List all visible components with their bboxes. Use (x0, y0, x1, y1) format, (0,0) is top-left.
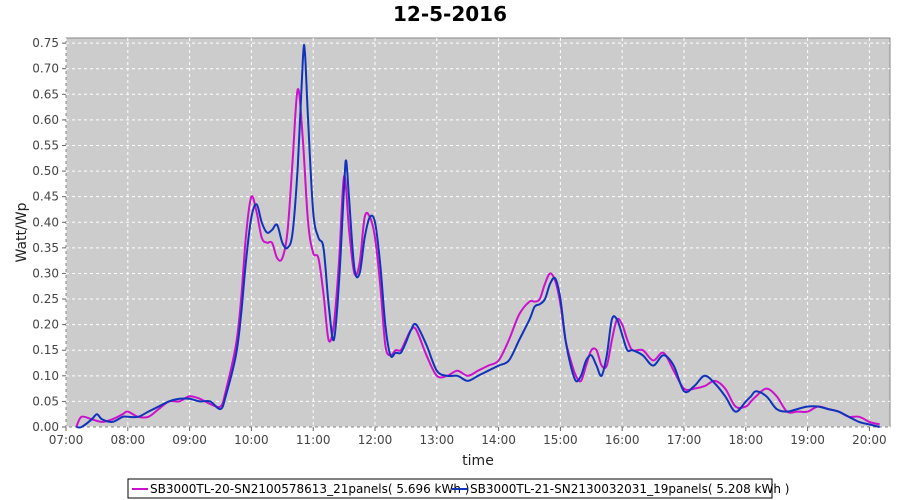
y-tick-label: 0.55 (32, 138, 59, 152)
legend: SB3000TL-20-SN2100578613_21panels( 5.696… (127, 478, 789, 499)
chart-title: 12-5-2016 (393, 2, 507, 26)
x-tick-label: 11:00 (296, 433, 331, 447)
x-tick-label: 12:00 (358, 433, 393, 447)
y-tick-label: 0.00 (32, 420, 59, 434)
x-tick-label: 17:00 (667, 433, 702, 447)
x-tick-label: 09:00 (172, 433, 207, 447)
y-tick-label: 0.25 (32, 292, 59, 306)
legend-label-2: SB3000TL-21-SN2130032031_19panels( 5.208… (470, 482, 789, 496)
x-axis: 07:00 08:00 09:00 10:00 11:00 12:00 13:00 14:00… (49, 427, 887, 447)
gridlines (65, 38, 890, 428)
x-tick-label: 14:00 (481, 433, 516, 447)
series-layer (75, 44, 880, 429)
y-tick-label: 0.75 (32, 36, 59, 50)
y-tick-label: 0.20 (32, 318, 59, 332)
y-tick-label: 0.10 (32, 369, 59, 383)
y-tick-label: 0.70 (32, 62, 59, 76)
x-tick-label: 16:00 (605, 433, 640, 447)
y-tick-label: 0.60 (32, 113, 59, 127)
x-tick-label: 10:00 (234, 433, 269, 447)
x-tick-label: 07:00 (49, 433, 84, 447)
legend-label-1: SB3000TL-20-SN2100578613_21panels( 5.696… (150, 482, 469, 496)
y-tick-label: 0.45 (32, 190, 59, 204)
y-tick-label: 0.05 (32, 394, 59, 408)
series-line-1 (75, 88, 880, 428)
y-tick-label: 0.65 (32, 87, 59, 101)
x-tick-label: 20:00 (852, 433, 887, 447)
y-axis-label: Watt/Wp (14, 202, 30, 262)
x-axis-label: time (462, 453, 494, 469)
y-tick-label: 0.35 (32, 241, 59, 255)
series-line-2 (76, 44, 880, 429)
y-tick-label: 0.15 (32, 343, 59, 357)
y-tick-label: 0.40 (32, 215, 59, 229)
y-tick-label: 0.50 (32, 164, 59, 178)
plot-area (65, 37, 891, 428)
y-axis: 0.00 0.05 0.10 0.15 0.20 0.25 0.30 0.35 0.40 0.45… (32, 36, 66, 434)
x-tick-label: 18:00 (729, 433, 764, 447)
x-tick-label: 15:00 (543, 433, 578, 447)
x-tick-label: 19:00 (790, 433, 825, 447)
y-tick-label: 0.30 (32, 266, 59, 280)
x-tick-label: 13:00 (420, 433, 455, 447)
x-tick-label: 08:00 (111, 433, 146, 447)
legend-box (127, 478, 773, 499)
